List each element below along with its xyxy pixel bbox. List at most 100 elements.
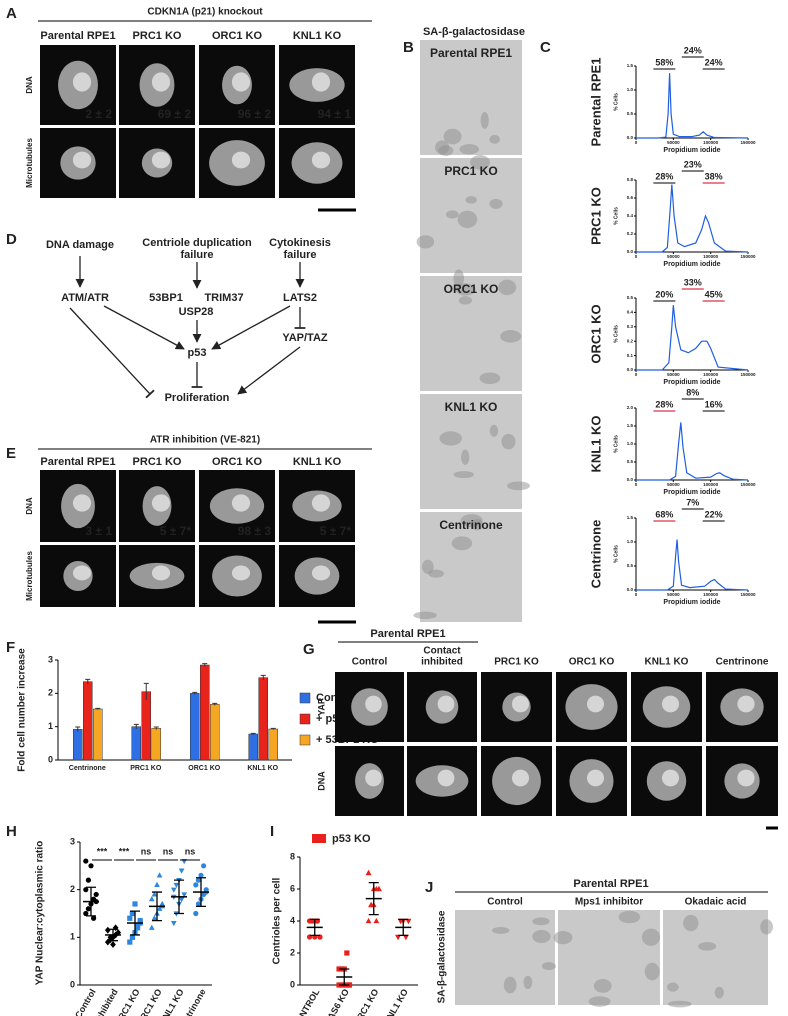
error-bar [95, 707, 101, 710]
cell [421, 559, 434, 574]
column-header: PRC1 KO [494, 657, 539, 668]
axis-label: YAP Nuclear:cytoplasmic ratio [35, 841, 46, 986]
image-label: Parental RPE1 [430, 46, 512, 60]
micrograph [420, 269, 522, 391]
score: 94 ± 1 [318, 107, 352, 121]
y-tick-label: 0 [70, 979, 75, 989]
x-tick-label: 100000 [703, 254, 719, 259]
histogram [636, 73, 749, 139]
column-header: Control [487, 897, 523, 908]
point [198, 872, 204, 878]
error-bar [86, 886, 96, 917]
x-tick-label: 50000 [667, 482, 680, 487]
axis-label: Propidium iodide [663, 379, 720, 386]
bar [200, 664, 210, 761]
cell [231, 151, 251, 169]
y-tick-label: 1 [70, 932, 75, 942]
micrograph [199, 45, 275, 125]
image-label: PRC1 KO [444, 164, 497, 178]
bar [190, 693, 200, 761]
cell [311, 151, 331, 169]
y-tick-label: 0.1 [627, 353, 634, 358]
percent-label: 8% [686, 387, 699, 397]
node-label: LATS2 [283, 292, 317, 304]
significance-label: ns [141, 846, 152, 856]
node-label: failure [180, 249, 213, 261]
micrograph [40, 545, 116, 607]
axis-label: Propidium iodide [663, 261, 720, 268]
percent-label: 16% [705, 399, 723, 409]
axis-label: Propidium iodide [663, 489, 720, 496]
node-label: p53 [188, 347, 207, 359]
x-tick-label: ORC1 KO [188, 765, 220, 772]
micrograph [556, 672, 627, 742]
micrograph [663, 910, 773, 1008]
y-tick-label: 4 [290, 915, 295, 925]
y-tick-label: 0.0 [627, 249, 634, 254]
panel-label: B [403, 39, 414, 56]
y-tick-label: 1.0 [627, 539, 634, 544]
x-tick-label: 0 [635, 592, 638, 597]
column-header: Okadaic acid [685, 897, 747, 908]
cell [455, 283, 476, 296]
bar [248, 733, 258, 761]
row-label: Microtubules [25, 551, 34, 601]
point [195, 901, 201, 907]
point [132, 901, 138, 907]
panel-label: F [6, 639, 15, 656]
point [368, 901, 375, 908]
score: 2 ± 2 [85, 107, 112, 121]
cell [532, 929, 551, 944]
score: 96 ± 2 [238, 107, 272, 121]
micrograph [335, 746, 404, 816]
y-tick-label: 0.0 [627, 587, 634, 592]
image-frame [420, 512, 522, 622]
micrograph [40, 45, 116, 125]
bar [83, 681, 93, 761]
group-header: Parental RPE1 [370, 628, 445, 640]
column-header: ORC1 KO [212, 30, 263, 42]
point [151, 891, 158, 897]
cell [443, 128, 462, 145]
score: 5 ± 7* [320, 524, 352, 538]
score: 69 ± 2 [158, 107, 192, 121]
legend-swatch [312, 834, 326, 843]
x-tick-label: 100000 [703, 372, 719, 377]
y-tick-label: 6 [290, 883, 295, 893]
cell [593, 979, 612, 993]
row-label: KNL1 KO [588, 415, 603, 472]
panel-title: SA-β-galactosidase [423, 26, 525, 38]
y-tick-label: 2 [48, 688, 53, 698]
micrograph [420, 40, 522, 156]
cell [507, 481, 530, 491]
point [135, 922, 141, 929]
percent-label: 24% [705, 57, 723, 67]
row-label: Centrinone [588, 520, 603, 589]
column-header: ORC1 KO [212, 456, 263, 468]
micrograph [556, 746, 627, 816]
row-label: SA-β-galactosidase [437, 910, 448, 1003]
node-label: 53BP1 [149, 292, 183, 304]
point [88, 863, 94, 869]
point [365, 917, 372, 924]
x-tick-label: 100000 [703, 482, 719, 487]
cell [500, 330, 522, 343]
y-tick-label: 3 [70, 836, 75, 846]
point [104, 926, 111, 934]
y-tick-label: 0.2 [627, 338, 634, 343]
micrograph [199, 545, 275, 607]
x-tick-label: 50000 [667, 372, 680, 377]
y-tick-label: 1.5 [627, 63, 634, 68]
y-tick-label: 0.2 [627, 231, 634, 236]
x-tick-label: 150000 [740, 254, 756, 259]
cell [465, 196, 477, 204]
cell [511, 769, 530, 787]
error-bar [75, 726, 81, 732]
score: 3 ± 1 [85, 524, 112, 538]
node-label: YAP/TAZ [282, 332, 328, 344]
image-label: Centrinone [439, 518, 503, 532]
cell [698, 941, 717, 951]
point [148, 924, 155, 930]
histogram [636, 305, 749, 371]
axis-label: Fold cell number increase [17, 648, 28, 772]
